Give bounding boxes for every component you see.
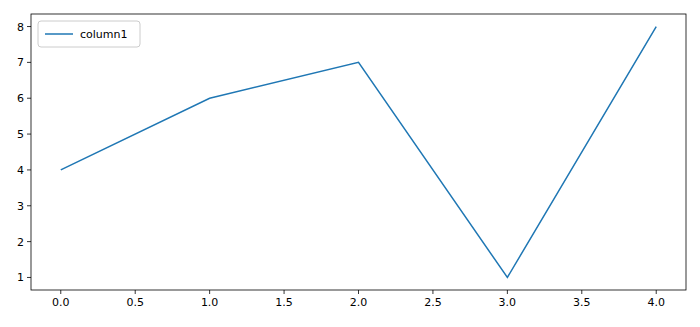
y-tick — [27, 277, 31, 278]
x-tick-label: 0.5 — [126, 296, 144, 309]
y-tick-label: 2 — [17, 236, 24, 249]
x-tick-label: 4.0 — [647, 296, 665, 309]
y-tick — [27, 62, 31, 63]
x-tick — [432, 290, 433, 294]
y-tick-label: 1 — [17, 271, 24, 284]
y-tick-label: 8 — [17, 21, 24, 34]
plot-area — [61, 27, 656, 278]
x-tick — [135, 290, 136, 294]
x-tick — [60, 290, 61, 294]
x-tick — [507, 290, 508, 294]
x-tick — [209, 290, 210, 294]
y-tick-label: 3 — [17, 200, 24, 213]
x-tick-label: 1.0 — [201, 296, 219, 309]
legend-box — [38, 21, 140, 47]
x-tick — [284, 290, 285, 294]
x-tick-label: 2.5 — [424, 296, 442, 309]
x-tick-label: 2.0 — [350, 296, 368, 309]
chart-svg: 0.0 0.5 1.0 1.5 2.0 2.5 3.0 3.5 4.0 1 2 3 4 5 6 7 8 colum… — [0, 0, 700, 327]
y-tick — [27, 169, 31, 170]
y-tick — [27, 26, 31, 27]
y-tick-label: 7 — [17, 56, 24, 69]
y-tick-label: 6 — [17, 92, 24, 105]
y-tick — [27, 205, 31, 206]
legend-swatch — [45, 33, 73, 35]
x-tick-label: 3.0 — [499, 296, 517, 309]
chart-container: 0.0 0.5 1.0 1.5 2.0 2.5 3.0 3.5 4.0 1 2 3 4 5 6 7 8 colum… — [0, 0, 700, 327]
line-series — [61, 27, 656, 278]
x-tick — [358, 290, 359, 294]
x-tick — [656, 290, 657, 294]
legend-label: column1 — [80, 28, 128, 41]
plot-frame — [31, 14, 686, 290]
x-tick-label: 1.5 — [275, 296, 293, 309]
x-tick-label: 3.5 — [573, 296, 591, 309]
y-tick — [27, 98, 31, 99]
y-tick — [27, 134, 31, 135]
y-tick — [27, 241, 31, 242]
legend: column1 — [38, 21, 140, 47]
x-tick — [581, 290, 582, 294]
x-tick-label: 0.0 — [52, 296, 70, 309]
y-tick-label: 4 — [17, 164, 24, 177]
y-tick-label: 5 — [17, 128, 24, 141]
